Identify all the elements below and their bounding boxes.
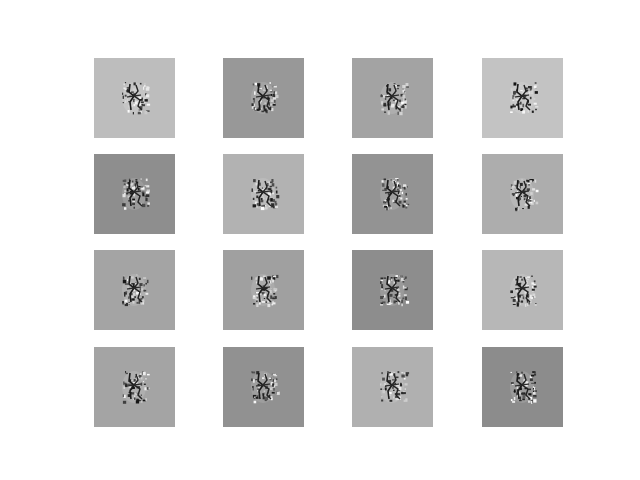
sample-tile — [223, 58, 304, 138]
sample-tile — [94, 58, 175, 138]
sample-tile — [94, 347, 175, 427]
sample-tile — [352, 154, 433, 234]
sample-tile — [482, 154, 563, 234]
sample-tile — [482, 58, 563, 138]
sample-tile — [94, 250, 175, 330]
sample-tile — [352, 347, 433, 427]
sample-tile — [223, 347, 304, 427]
sample-tile — [352, 58, 433, 138]
sample-tile — [352, 250, 433, 330]
sample-tile — [482, 347, 563, 427]
sample-tile — [223, 154, 304, 234]
sample-tile — [94, 154, 175, 234]
sample-tile — [223, 250, 304, 330]
sample-tile — [482, 250, 563, 330]
